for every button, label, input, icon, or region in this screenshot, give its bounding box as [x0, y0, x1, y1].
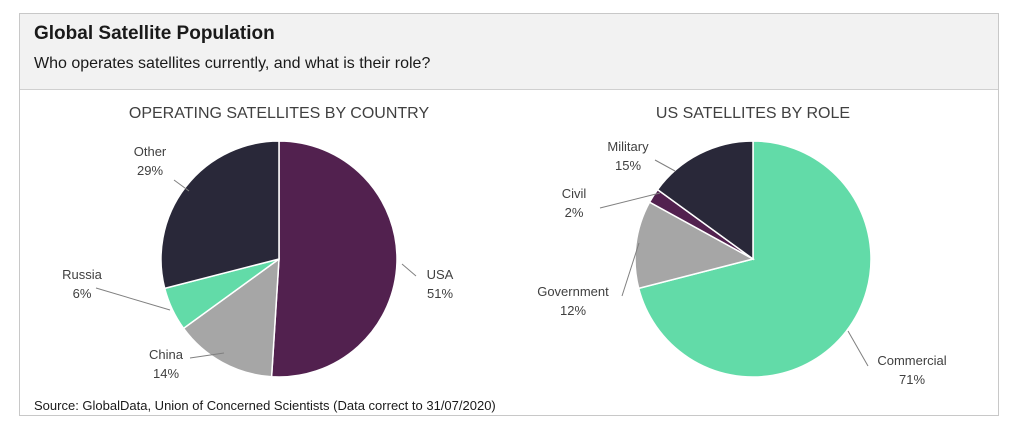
chart-2-slice-commercial: [637, 140, 872, 378]
chart-2-leader-civil: [599, 192, 661, 209]
chart-2-leader-commercial: [847, 330, 869, 367]
chart-1-leader-china: [189, 352, 225, 359]
chart-1-slice-china: [182, 257, 280, 378]
chart-1-pct-other: 29%: [137, 163, 163, 178]
chart-2-leader-government: [621, 242, 640, 297]
chart-1-slice-other: [160, 140, 280, 290]
chart-1-label-other: Other: [134, 144, 167, 159]
chart-1-pct-china: 14%: [153, 366, 179, 381]
source-note: Source: GlobalData, Union of Concerned S…: [34, 398, 496, 413]
chart-2-pct-civil: 2%: [565, 205, 584, 220]
header-band: Global Satellite Population Who operates…: [20, 14, 998, 90]
chart-1-pct-usa: 51%: [427, 286, 453, 301]
chart-2-title: US SATELLITES BY ROLE: [656, 105, 850, 122]
chart-1-label-usa: USA: [427, 267, 454, 282]
chart-1-leader-usa: [401, 263, 417, 277]
page-title: Global Satellite Population: [34, 23, 275, 44]
chart-1-label-china: China: [149, 347, 184, 362]
chart-2-slice-military: [656, 140, 754, 261]
chart-2-pct-commercial: 71%: [899, 372, 925, 387]
chart-2-leader-military: [654, 159, 676, 172]
chart-2-label-military: Military: [607, 139, 649, 154]
chart-2-label-civil: Civil: [562, 186, 587, 201]
chart-1-slice-usa: [270, 140, 398, 378]
chart-1-label-russia: Russia: [62, 267, 103, 282]
chart-2-pct-government: 12%: [560, 303, 586, 318]
chart-2-label-government: Government: [537, 284, 609, 299]
chart-1-title: OPERATING SATELLITES BY COUNTRY: [129, 105, 430, 122]
chart-1-leader-russia: [95, 287, 171, 311]
page-subtitle: Who operates satellites currently, and w…: [34, 55, 431, 72]
chart-1-pct-russia: 6%: [73, 286, 92, 301]
chart-1-leader-other: [173, 179, 190, 192]
chart-2-pct-military: 15%: [615, 158, 641, 173]
chart-2-slice-government: [634, 201, 756, 290]
chart-2-label-commercial: Commercial: [877, 353, 946, 368]
